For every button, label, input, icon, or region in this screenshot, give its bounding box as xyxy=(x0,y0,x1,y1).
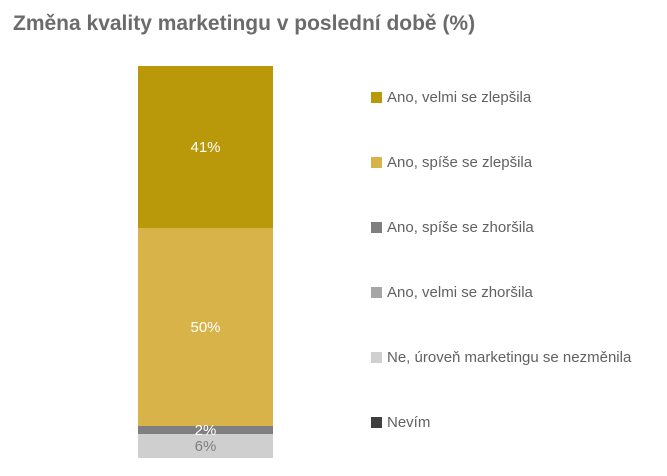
segment-value-label: 50% xyxy=(190,318,221,336)
legend-item: Ano, spíše se zlepšila xyxy=(371,151,631,173)
legend-label: Nevím xyxy=(387,413,431,431)
legend: Ano, velmi se zlepšila Ano, spíše se zlep… xyxy=(371,86,631,476)
bar-segment: 2% xyxy=(138,423,273,438)
legend-item: Ano, velmi se zlepšila xyxy=(371,86,631,108)
legend-swatch-icon xyxy=(371,416,382,428)
legend-item: Nevím xyxy=(371,411,631,433)
legend-swatch-icon xyxy=(371,221,382,233)
legend-swatch-icon xyxy=(371,156,382,168)
legend-label: Ano, velmi se zhoršila xyxy=(387,283,533,301)
legend-swatch-icon xyxy=(371,286,382,298)
segment-value-label: 2% xyxy=(194,421,217,439)
legend-swatch-icon xyxy=(371,351,382,363)
chart-title: Změna kvality marketingu v poslední době… xyxy=(13,12,476,35)
bar-segment: 50% xyxy=(138,228,273,427)
bar-segment: 41% xyxy=(138,66,273,229)
legend-label: Ano, velmi se zlepšila xyxy=(387,88,532,106)
legend-label: Ano, spíše se zhoršila xyxy=(387,218,534,236)
legend-item: Ne, úroveň marketingu se nezměnila xyxy=(371,346,631,368)
legend-item: Ano, velmi se zhoršila xyxy=(371,281,631,303)
legend-label: Ne, úroveň marketingu se nezměnila xyxy=(387,348,632,366)
legend-item: Ano, spíše se zhoršila xyxy=(371,216,631,238)
segment-value-label: 6% xyxy=(194,437,217,455)
legend-label: Ano, spíše se zlepšila xyxy=(387,153,533,171)
stacked-bar: 41% 50% 2% 6% xyxy=(138,66,273,458)
bar-segment: 6% xyxy=(138,434,273,458)
segment-value-label: 41% xyxy=(190,138,221,156)
legend-swatch-icon xyxy=(371,91,382,103)
